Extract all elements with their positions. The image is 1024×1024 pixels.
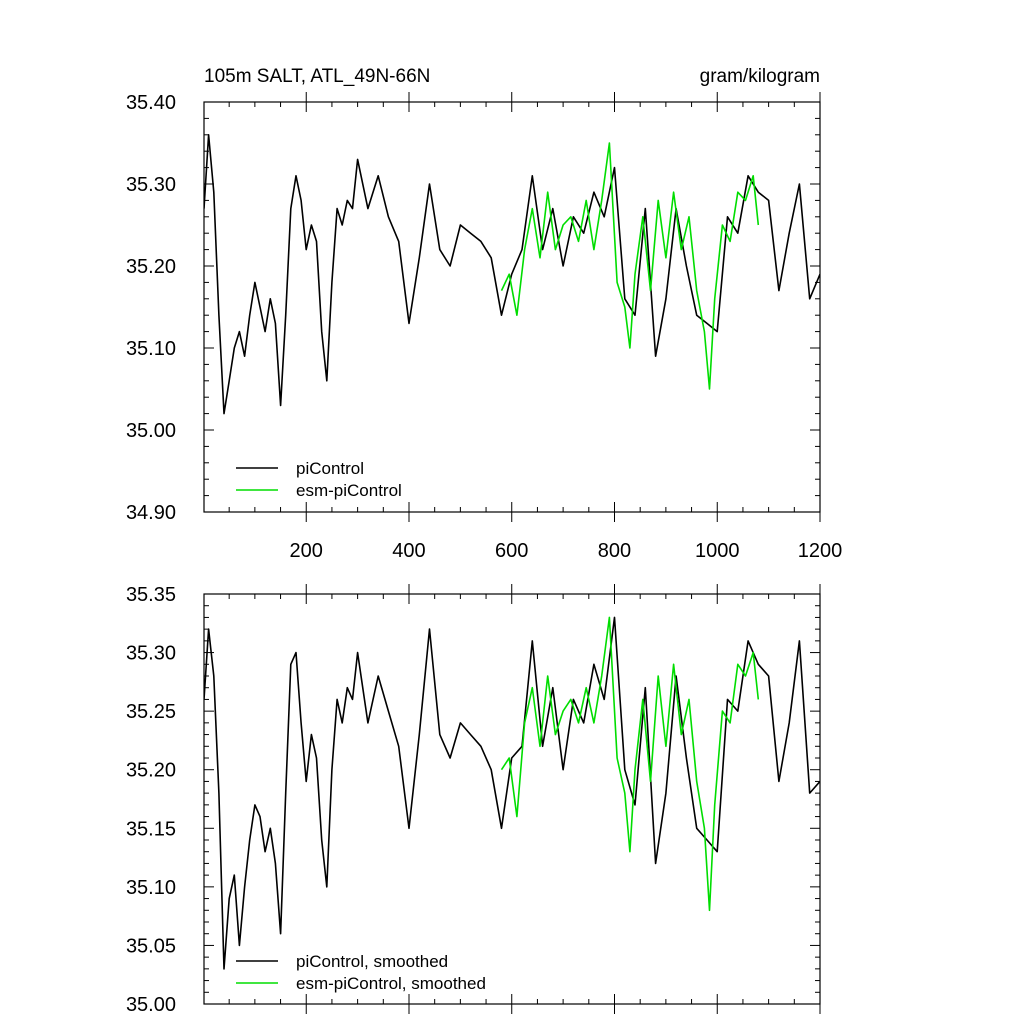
- top-title-left: 105m SALT, ATL_49N-66N: [204, 66, 430, 87]
- y-tick-label: 35.15: [126, 818, 176, 840]
- top-title-right: gram/kilogram: [700, 66, 820, 87]
- series-line-picontrol: [204, 134, 820, 415]
- x-tick-label: 1200: [798, 540, 843, 562]
- bottom-ticks: 35.00 35.05 35.10 35.15 35.20 35.25 35.30 35.35: [126, 584, 821, 1016]
- y-tick-label: 35.10: [126, 877, 176, 899]
- series-line-esm-picontrol: [500, 142, 760, 390]
- bottom-series: [204, 616, 820, 970]
- top-series: [204, 134, 820, 415]
- y-tick-label: 35.25: [126, 701, 176, 723]
- y-tick-label: 35.40: [126, 92, 176, 114]
- y-tick-label: 35.30: [126, 174, 176, 196]
- x-tick-label: 600: [495, 540, 528, 562]
- top-ticks: 34.90 35.00 35.10 35.20 35.30 35.40 200 400 600 8…: [126, 92, 842, 562]
- y-tick-label: 35.20: [126, 760, 176, 782]
- y-tick-label: 35.00: [126, 994, 176, 1016]
- y-tick-label: 35.00: [126, 420, 176, 442]
- y-tick-label: 35.10: [126, 338, 176, 360]
- y-tick-label: 35.05: [126, 935, 176, 957]
- series-line-esm-picontrol-smoothed: [500, 616, 760, 912]
- x-tick-label: 400: [392, 540, 425, 562]
- y-tick-label: 35.35: [126, 584, 176, 606]
- bottom-panel: 35.00 35.05 35.10 35.15 35.20 35.25 35.30 35.35…: [126, 584, 821, 1016]
- y-tick-label: 34.90: [126, 502, 176, 524]
- series-line-picontrol-smoothed: [204, 616, 820, 970]
- legend-label-esm-picontrol-smoothed: esm-piControl, smoothed: [296, 974, 486, 993]
- x-tick-label: 800: [598, 540, 631, 562]
- legend-label-picontrol-smoothed: piControl, smoothed: [296, 952, 448, 971]
- legend-label-picontrol: piControl: [296, 459, 364, 478]
- top-panel: 105m SALT, ATL_49N-66N gram/kilogram 34.…: [126, 66, 842, 562]
- legend-label-esm-picontrol: esm-piControl: [296, 481, 402, 500]
- x-tick-label: 1000: [695, 540, 740, 562]
- x-tick-label: 200: [290, 540, 323, 562]
- top-plot-frame: [203, 101, 821, 513]
- top-legend: piControl esm-piControl: [236, 459, 402, 500]
- y-tick-label: 35.30: [126, 643, 176, 665]
- y-tick-label: 35.20: [126, 256, 176, 278]
- bottom-legend: piControl, smoothed esm-piControl, smoot…: [236, 952, 486, 993]
